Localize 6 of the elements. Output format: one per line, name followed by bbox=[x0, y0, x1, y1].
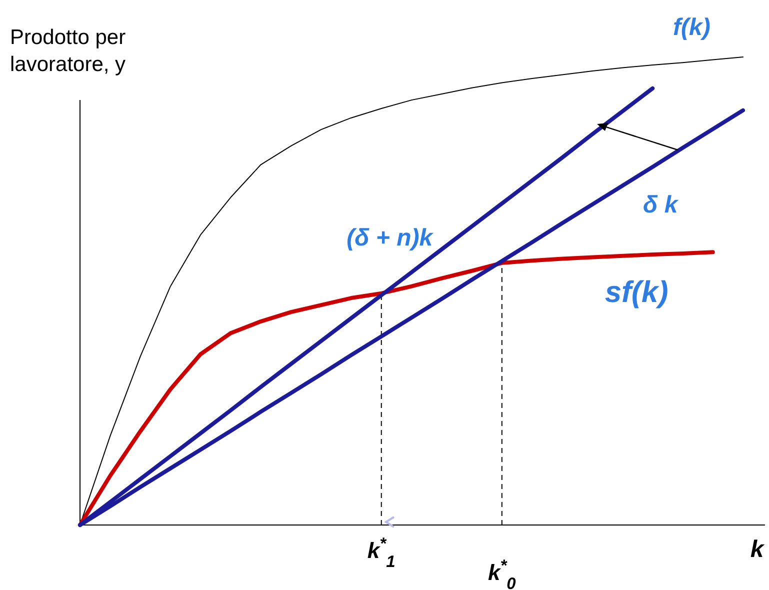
series-label: δ k bbox=[643, 191, 680, 218]
y-axis-title: Prodotto per lavoratore, y bbox=[10, 26, 126, 76]
series-label: (δ + n)k bbox=[346, 224, 434, 252]
series-label: f(k) bbox=[673, 14, 710, 41]
series-label: sf(k) bbox=[604, 276, 668, 310]
x-axis-title: k bbox=[750, 536, 766, 563]
